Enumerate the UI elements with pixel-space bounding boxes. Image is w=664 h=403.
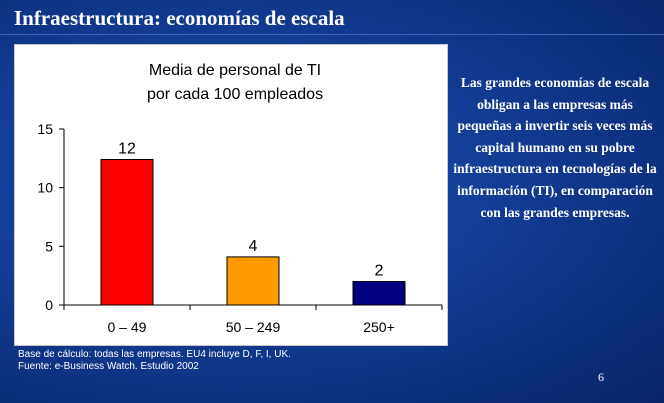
x-tick-label: 50 – 249 bbox=[226, 319, 281, 335]
data-label: 4 bbox=[249, 238, 258, 255]
page-number: 6 bbox=[598, 370, 604, 384]
title-divider bbox=[0, 34, 664, 35]
side-text: Las grandes economías de escala obligan … bbox=[453, 75, 657, 220]
y-tick-label: 10 bbox=[37, 180, 53, 196]
bar-3 bbox=[352, 281, 406, 306]
y-tick-label: 0 bbox=[45, 297, 53, 313]
bar-1 bbox=[100, 159, 154, 306]
x-tick-label: 0 – 49 bbox=[108, 319, 147, 335]
y-tick-label: 15 bbox=[37, 121, 53, 137]
bar-chart: Media de personal de TI por cada 100 empl… bbox=[37, 62, 443, 335]
chart-title-line: Media de personal de TI bbox=[149, 62, 321, 79]
chart-title-line: por cada 100 empleados bbox=[147, 86, 323, 103]
footnote-base: Base de cálculo: todas las empresas. EU4… bbox=[18, 349, 291, 360]
data-label: 12 bbox=[118, 141, 136, 158]
y-tick-label: 5 bbox=[45, 238, 53, 254]
data-label: 2 bbox=[375, 263, 384, 280]
x-tick-label: 250+ bbox=[363, 319, 395, 335]
slide-title: Infraestructura: economías de escala bbox=[14, 6, 345, 30]
bar-2 bbox=[226, 256, 280, 306]
footnote-source: Fuente: e-Business Watch. Estudio 2002 bbox=[18, 361, 199, 372]
chart-panel: Media de personal de TI por cada 100 empl… bbox=[14, 44, 448, 346]
